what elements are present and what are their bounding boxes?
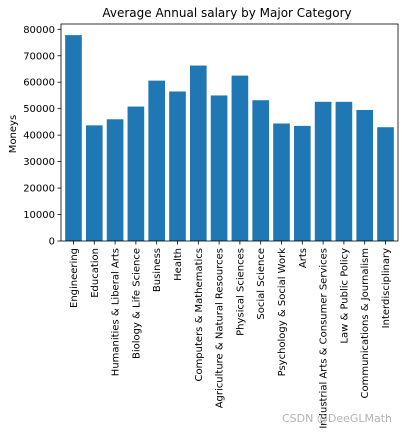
x-tick-label: Communications & Journalism xyxy=(360,248,371,399)
bars-group xyxy=(65,35,394,242)
x-tick-label: Biology & Life Science xyxy=(131,248,142,359)
bar xyxy=(127,106,145,241)
bar xyxy=(273,123,290,241)
bar xyxy=(356,110,374,241)
bar xyxy=(377,127,394,241)
y-tick-label: 40000 xyxy=(23,131,55,142)
chart-title: Average Annual salary by Major Category xyxy=(102,6,351,20)
bar xyxy=(106,119,124,241)
bar xyxy=(85,125,103,241)
x-tick-label: Law & Public Policy xyxy=(339,248,350,344)
x-axis: Engineering Education Humanities & Liberal… xyxy=(69,241,392,429)
bar xyxy=(169,91,186,241)
x-tick-label: Physical Sciences xyxy=(235,248,246,336)
y-tick-label: 80000 xyxy=(23,25,55,36)
x-tick-label: Health xyxy=(173,248,184,281)
y-tick-label: 0 xyxy=(49,237,55,248)
bar xyxy=(335,101,353,241)
x-tick-label: Business xyxy=(152,248,163,292)
x-tick-label: Psychology & Social Work xyxy=(277,248,288,377)
plot-frame xyxy=(60,23,399,242)
x-tick-label: Humanities & Liberal Arts xyxy=(111,248,122,376)
watermark: CSDN @DeeGLMath xyxy=(282,412,393,425)
bar xyxy=(189,65,207,241)
bar xyxy=(314,101,332,241)
bar xyxy=(210,95,228,241)
bar xyxy=(293,125,311,241)
y-axis-label: Moneys xyxy=(8,115,19,153)
x-tick-label: Interdisciplinary xyxy=(381,248,392,328)
y-axis: 0 10000 20000 30000 40000 50000 60000 70000 8000… xyxy=(23,25,61,248)
y-tick-label: 70000 xyxy=(23,51,55,62)
bar xyxy=(231,75,249,241)
y-tick-label: 50000 xyxy=(23,104,55,115)
x-tick-label: Computers & Mathematics xyxy=(194,248,205,382)
x-tick-label: Engineering xyxy=(69,248,80,308)
y-tick-label: 60000 xyxy=(23,78,55,89)
x-tick-label: Social Science xyxy=(256,248,267,320)
bar xyxy=(65,35,82,241)
x-tick-label: Agriculture & Natural Resources xyxy=(215,248,226,408)
y-tick-label: 20000 xyxy=(23,184,55,195)
x-tick-label: Industrial Arts & Consumer Services xyxy=(319,248,330,429)
bar xyxy=(148,80,166,241)
y-tick-label: 10000 xyxy=(23,210,55,221)
x-tick-label: Arts xyxy=(298,248,309,268)
bar xyxy=(252,100,270,242)
y-tick-label: 30000 xyxy=(23,157,55,168)
x-tick-label: Education xyxy=(90,248,101,298)
